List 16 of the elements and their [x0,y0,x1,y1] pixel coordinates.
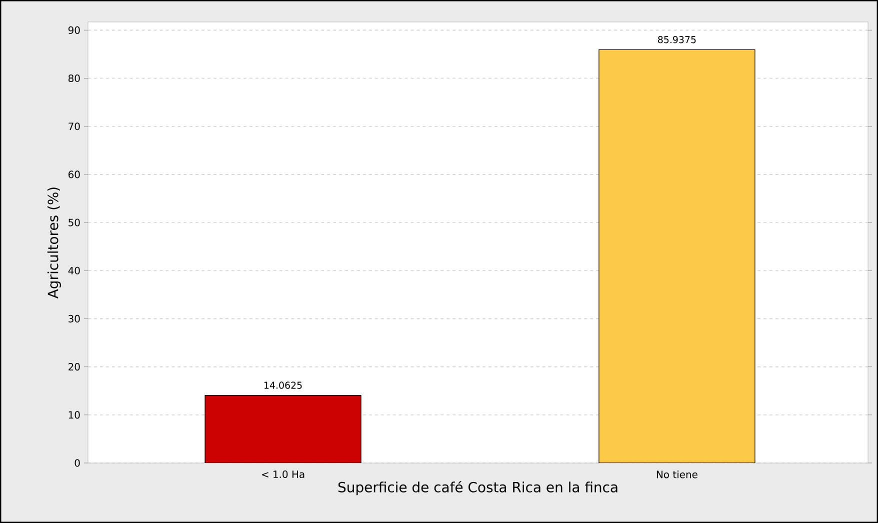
x-tick-label: < 1.0 Ha [262,470,304,478]
data-label: 14.0625 [264,382,302,389]
x-axis-title: Superficie de café Costa Rica en la finca [338,481,618,496]
y-tick-label: 30 [68,314,80,322]
y-tick-label: 90 [68,26,80,34]
y-tick-label: 0 [74,459,80,467]
y-tick-label: 40 [68,266,80,274]
data-label: 85.9375 [658,36,696,44]
y-tick-label: 50 [68,218,80,226]
y-tick-label: 60 [68,170,80,178]
x-tick-label: No tiene [656,470,698,478]
y-axis-title: Agricultores (%) [47,188,61,298]
y-tick-label: 20 [68,363,80,371]
y-tick-label: 70 [68,122,80,130]
y-tick-label: 10 [68,411,80,419]
y-tick-label: 80 [68,74,80,82]
